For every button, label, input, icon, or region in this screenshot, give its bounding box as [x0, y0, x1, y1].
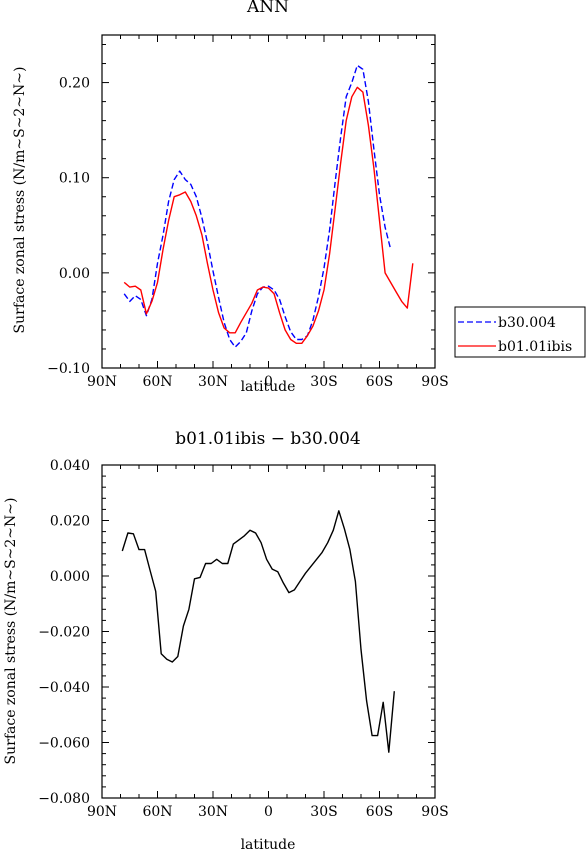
- top-y-tick-label: 0.10: [59, 171, 90, 187]
- top-y-axis-label: Surface zonal stress (N/m~S~2~N~): [12, 67, 28, 334]
- top-x-tick-label: 0: [264, 374, 273, 390]
- bottom-x-tick-label: 0: [264, 804, 273, 820]
- bottom-series-group: [121, 510, 395, 753]
- top-x-tick-label: 60S: [366, 374, 393, 390]
- bottom-x-tick-label: 30S: [310, 804, 337, 820]
- bottom-y-axis-label: Surface zonal stress (N/m~S~2~N~): [3, 498, 19, 765]
- top-series-line-b01-01ibis: [123, 86, 414, 344]
- legend-label-b01: b01.01ibis: [498, 339, 572, 355]
- top-x-tick-label: 90S: [421, 374, 448, 390]
- top-x-tick-label: 30S: [310, 374, 337, 390]
- top-y-tick-label: 0.20: [59, 76, 90, 92]
- top-chart-title: ANN: [246, 0, 289, 17]
- difference-panel: b01.01ibis − b30.004 Surface zonal stres…: [3, 429, 449, 851]
- top-x-tick-label: 60N: [142, 374, 172, 390]
- top-series-line-b30-004: [123, 64, 392, 348]
- bottom-y-tick-label: 0.020: [50, 514, 90, 530]
- legend-label-b30: b30.004: [498, 315, 556, 331]
- bottom-chart-title: b01.01ibis − b30.004: [175, 429, 360, 449]
- top-y-tick-label: 0.00: [59, 266, 90, 282]
- bottom-plot-frame: [101, 464, 436, 799]
- top-y-tick-label: −0.10: [47, 361, 90, 377]
- top-x-tick-label: 90N: [87, 374, 117, 390]
- bottom-y-tick-label: 0.040: [50, 458, 90, 474]
- top-plot-frame: [101, 34, 436, 369]
- top-axes-ticks: 90N 60N 30N 0 30S 60S 90S −0.10 0.00 0.10 0.20: [47, 35, 449, 390]
- top-series-group: [123, 64, 414, 348]
- legend-box: [454, 306, 586, 358]
- legend: b30.004 b01.01ibis: [454, 306, 586, 358]
- bottom-x-tick-label: 90N: [87, 804, 117, 820]
- bottom-x-tick-label: 90S: [421, 804, 448, 820]
- bottom-y-tick-label: −0.020: [38, 625, 90, 641]
- bottom-y-tick-label: −0.040: [38, 680, 90, 696]
- bottom-y-tick-label: −0.060: [38, 736, 90, 752]
- zonal-stress-panel: ANN Surface zonal stress (N/m~S~2~N~) la…: [12, 0, 449, 395]
- bottom-series-line-difference: [121, 510, 395, 753]
- bottom-x-axis-label: latitude: [241, 837, 296, 851]
- bottom-axes-ticks: 90N 60N 30N 0 30S 60S 90S −0.080 −0.060 −0.040 −0.…: [38, 458, 449, 820]
- top-x-axis-label: latitude: [241, 379, 296, 395]
- bottom-x-tick-label: 60N: [142, 804, 172, 820]
- top-x-tick-label: 30N: [198, 374, 228, 390]
- bottom-x-tick-label: 60S: [366, 804, 393, 820]
- bottom-y-tick-label: 0.000: [50, 569, 90, 585]
- bottom-y-tick-label: −0.080: [38, 791, 90, 807]
- bottom-x-tick-label: 30N: [198, 804, 228, 820]
